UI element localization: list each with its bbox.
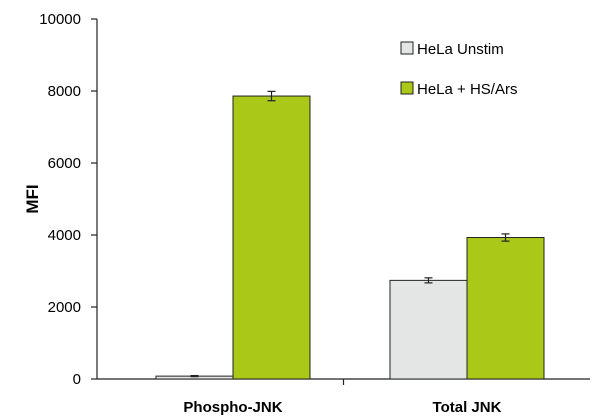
bar-hs-ars-phospho-jnk <box>232 95 311 380</box>
error-bar <box>501 233 510 242</box>
bar-hs-ars-total-jnk <box>466 237 545 380</box>
legend: HeLa Unstim HeLa + HS/Ars <box>400 41 517 98</box>
legend-swatch <box>400 41 414 55</box>
legend-item: HeLa + HS/Ars <box>400 81 517 98</box>
bar-unstim-total-jnk <box>389 279 468 380</box>
y-tick-label: 2000 <box>48 299 81 316</box>
y-tick-label: 6000 <box>48 155 81 172</box>
legend-label: HeLa Unstim <box>417 41 504 58</box>
bars <box>155 95 545 380</box>
x-category-label: Total JNK <box>433 399 502 416</box>
x-axis-labels: Phospho-JNK Total JNK <box>183 399 501 416</box>
y-tick-label: 0 <box>73 371 81 388</box>
error-bar <box>424 277 433 284</box>
legend-swatch <box>400 81 414 95</box>
y-tick-label: 4000 <box>48 227 81 244</box>
y-tick-label: 8000 <box>48 83 81 100</box>
error-bar <box>190 374 199 378</box>
legend-item: HeLa Unstim <box>400 41 504 58</box>
error-bar <box>267 90 276 102</box>
y-axis-title: MFI <box>23 184 42 213</box>
legend-label: HeLa + HS/Ars <box>417 81 517 98</box>
y-tick-label: 10000 <box>39 11 81 28</box>
x-category-label: Phospho-JNK <box>183 399 282 416</box>
y-axis-ticks: 0 2000 4000 6000 8000 10000 <box>39 11 97 388</box>
error-bars <box>190 90 510 378</box>
